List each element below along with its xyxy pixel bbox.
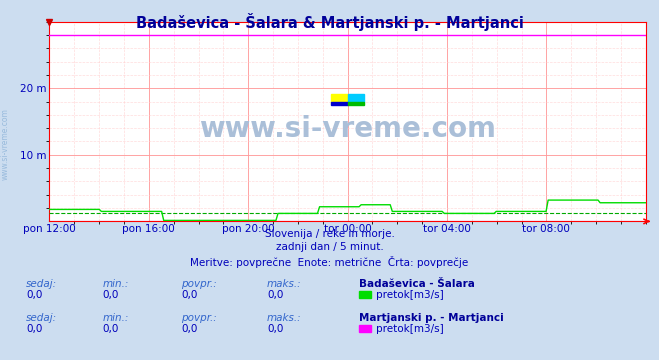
Bar (348, 94, 364, 102)
Text: www.si-vreme.com: www.si-vreme.com (199, 116, 496, 144)
Text: min.:: min.: (102, 279, 129, 289)
Text: maks.:: maks.: (267, 313, 302, 323)
Text: 0,0: 0,0 (181, 324, 198, 334)
Text: sedaj:: sedaj: (26, 313, 57, 323)
Text: Slovenija / reke in morje.: Slovenija / reke in morje. (264, 229, 395, 239)
Text: Martjanski p. - Martjanci: Martjanski p. - Martjanci (359, 313, 504, 323)
Text: pretok[m3/s]: pretok[m3/s] (376, 324, 444, 334)
Bar (331, 94, 348, 102)
Text: 0,0: 0,0 (26, 290, 43, 300)
Text: povpr.:: povpr.: (181, 313, 217, 323)
Text: 0,0: 0,0 (267, 324, 283, 334)
Text: 0,0: 0,0 (26, 324, 43, 334)
Text: Meritve: povprečne  Enote: metrične  Črta: povprečje: Meritve: povprečne Enote: metrične Črta:… (190, 256, 469, 268)
Bar (331, 102, 348, 105)
Text: Badaševica - Šalara & Martjanski p. - Martjanci: Badaševica - Šalara & Martjanski p. - Ma… (136, 13, 523, 31)
Text: povpr.:: povpr.: (181, 279, 217, 289)
Text: zadnji dan / 5 minut.: zadnji dan / 5 minut. (275, 242, 384, 252)
Bar (348, 102, 364, 105)
Text: 0,0: 0,0 (102, 290, 119, 300)
Text: 0,0: 0,0 (267, 290, 283, 300)
Text: 0,0: 0,0 (102, 324, 119, 334)
Text: 0,0: 0,0 (181, 290, 198, 300)
Text: maks.:: maks.: (267, 279, 302, 289)
Text: pretok[m3/s]: pretok[m3/s] (376, 290, 444, 300)
Text: Badaševica - Šalara: Badaševica - Šalara (359, 279, 475, 289)
Text: sedaj:: sedaj: (26, 279, 57, 289)
Text: min.:: min.: (102, 313, 129, 323)
Text: www.si-vreme.com: www.si-vreme.com (1, 108, 10, 180)
